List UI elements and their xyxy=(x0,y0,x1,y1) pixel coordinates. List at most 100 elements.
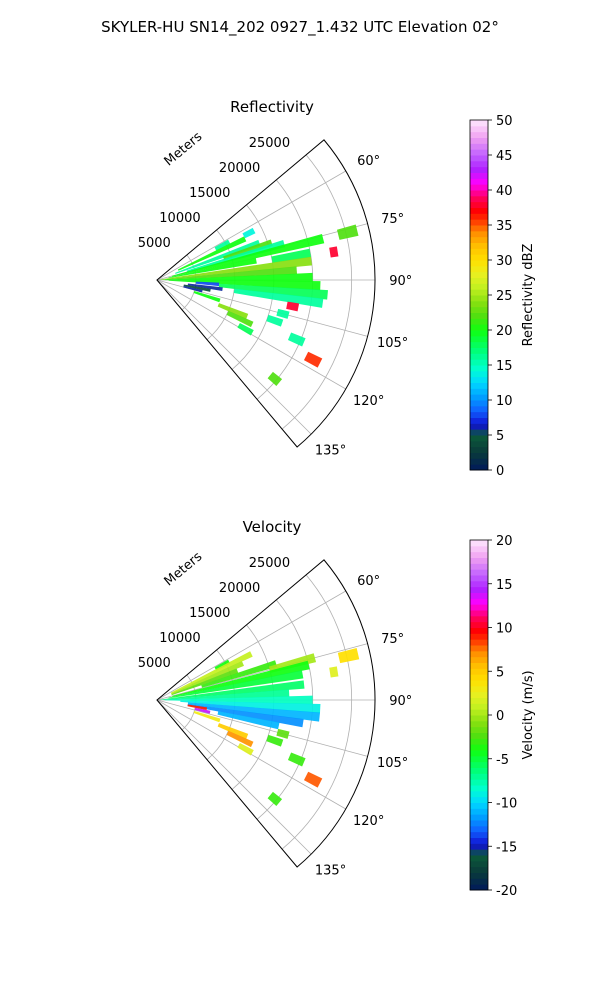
angle-tick-label: 135° xyxy=(315,444,346,459)
colorbar-swatch xyxy=(470,330,488,337)
colorbar-swatch xyxy=(470,400,488,407)
echo-cell xyxy=(187,283,223,292)
colorbar-tick-label: 10 xyxy=(496,622,513,637)
angle-tick-label: 105° xyxy=(377,756,408,771)
colorbar-swatch xyxy=(470,120,488,127)
range-tick-label: 25000 xyxy=(249,136,290,151)
echo-cell xyxy=(160,266,298,280)
colorbar-swatch xyxy=(470,650,488,658)
colorbar-swatch xyxy=(470,645,488,652)
echo-cell xyxy=(217,303,249,319)
velocity-colorbar: -20 -15 -10 -5 0 5 10 15 20 Velocity (m/s) xyxy=(469,534,536,899)
colorbar-swatch xyxy=(470,790,488,798)
colorbar-tick-label: 35 xyxy=(496,219,513,234)
colorbar-swatch xyxy=(470,201,488,208)
colorbar-swatch xyxy=(470,260,488,267)
colorbar-swatch xyxy=(470,405,488,413)
colorbar-swatch xyxy=(470,452,488,459)
colorbar-swatch xyxy=(470,155,488,162)
angle-tick-label: 135° xyxy=(315,864,346,879)
velocity-sector: 60° 75° 90° 105° 120° 135° 5000 10000 15000 20000… xyxy=(138,549,413,878)
colorbar-swatch xyxy=(470,814,488,821)
range-tick-label: 10000 xyxy=(159,631,200,646)
echo-cell xyxy=(242,227,256,239)
colorbar-label: Reflectivity dBZ xyxy=(521,244,536,347)
range-ring xyxy=(281,574,353,850)
echo-cell xyxy=(195,281,220,287)
colorbar-swatch xyxy=(470,440,488,448)
colorbar-swatch xyxy=(470,656,488,663)
colorbar-swatch xyxy=(470,575,488,582)
echo-cell xyxy=(276,308,290,319)
colorbar-swatch xyxy=(470,423,488,430)
angle-tick-label: 90° xyxy=(389,274,412,289)
colorbar-swatch xyxy=(470,779,488,786)
echo-cell xyxy=(186,239,286,273)
colorbar-swatch xyxy=(470,172,488,179)
colorbar-swatch xyxy=(470,306,488,313)
colorbar-swatch xyxy=(470,277,488,284)
range-tick-label: 25000 xyxy=(249,556,290,571)
echo-cell xyxy=(170,651,253,694)
colorbar-swatch xyxy=(470,604,488,611)
echo-cell xyxy=(223,239,273,261)
colorbar-swatch xyxy=(470,872,488,879)
colorbar-tick-label: -20 xyxy=(496,884,517,899)
colorbar-swatch xyxy=(470,715,488,722)
colorbar-swatch xyxy=(470,125,488,133)
echo-cell xyxy=(214,659,231,671)
colorbar-tick-label: 45 xyxy=(496,149,513,164)
angle-tick-label: 120° xyxy=(353,394,384,409)
colorbar-swatch xyxy=(470,750,488,757)
echo-cell xyxy=(164,695,313,705)
colorbar-tick-label: 50 xyxy=(496,114,513,129)
colorbar-swatch xyxy=(470,820,488,827)
colorbar-swatch xyxy=(470,335,488,343)
colorbar-swatch xyxy=(470,131,488,138)
colorbar-swatch xyxy=(470,230,488,238)
colorbar-swatch xyxy=(470,242,488,249)
azimuth-spoke xyxy=(156,699,312,855)
colorbar-swatch xyxy=(470,353,488,360)
echo-cell xyxy=(187,704,208,711)
echo-cell xyxy=(217,711,280,730)
azimuth-spoke xyxy=(156,699,368,757)
colorbar-swatch xyxy=(470,160,488,168)
colorbar-swatch xyxy=(470,884,488,891)
echo-cell xyxy=(171,668,239,696)
colorbar-swatch xyxy=(470,808,488,815)
colorbar-swatch xyxy=(470,720,488,728)
colorbar-swatch xyxy=(470,382,488,389)
reflectivity-title: Reflectivity xyxy=(230,98,314,116)
colorbar-swatch xyxy=(470,289,488,296)
colorbar-swatch xyxy=(470,446,488,453)
azimuth-spoke xyxy=(156,279,312,435)
colorbar-swatch xyxy=(470,586,488,593)
colorbar-swatch xyxy=(470,295,488,302)
azimuth-spoke xyxy=(156,590,346,701)
angle-tick-label: 60° xyxy=(357,574,380,589)
colorbar-swatch xyxy=(470,195,488,203)
colorbar-swatch xyxy=(470,674,488,681)
colorbar-swatch xyxy=(470,143,488,150)
figure-title: SKYLER-HU SN14_202 0927_1.432 UTC Elevat… xyxy=(101,18,499,37)
colorbar-swatch xyxy=(470,370,488,378)
colorbar-swatch xyxy=(470,855,488,862)
colorbar-swatch xyxy=(470,697,488,704)
azimuth-spoke xyxy=(156,170,346,281)
colorbar-tick-label: 40 xyxy=(496,184,513,199)
azimuth-spoke xyxy=(156,279,346,390)
echo-cell xyxy=(160,256,313,280)
colorbar-swatch xyxy=(470,825,488,833)
colorbar-swatch xyxy=(470,668,488,675)
echo-cell xyxy=(226,310,254,328)
colorbar-swatch xyxy=(470,300,488,308)
colorbar-swatch xyxy=(470,662,488,669)
echo-cell xyxy=(177,236,247,271)
colorbar-swatch xyxy=(470,265,488,273)
sector-outline xyxy=(156,559,376,868)
colorbar-swatch xyxy=(470,615,488,623)
echo-cell xyxy=(168,670,304,699)
angle-tick-label: 60° xyxy=(357,154,380,169)
